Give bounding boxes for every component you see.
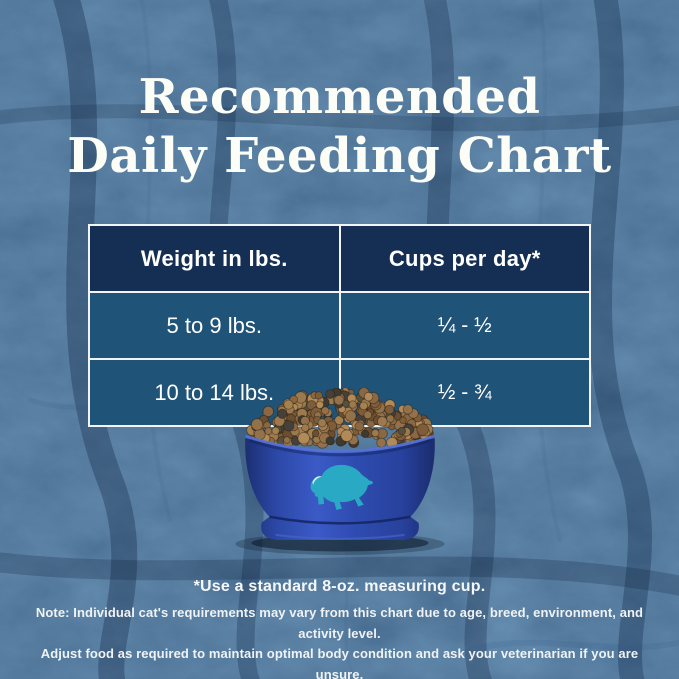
title-line-1: Recommended [138,69,541,125]
title-line-2: Daily Feeding Chart [67,128,612,184]
cups-cell: ¼ - ½ [338,291,591,360]
note-line-1: Note: Individual cat's requirements may … [35,605,644,641]
pet-food-bowl [235,388,445,555]
note-line-2: Adjust food as required to maintain opti… [40,646,639,679]
weight-cell: 5 to 9 lbs. [88,291,341,360]
kibble-pile [246,388,434,449]
buffalo-icon [310,464,373,511]
table-row: 5 to 9 lbs. ¼ - ½ [88,291,591,360]
feeding-table: Weight in lbs. Cups per day* 5 to 9 lbs.… [88,224,591,427]
footnote: *Use a standard 8-oz. measuring cup. [193,578,486,595]
page-title: Recommended Daily Feeding Chart [0,68,679,186]
note-text: Note: Individual cat's requirements may … [30,603,649,679]
weight-header-cell: Weight in lbs. [88,224,341,293]
table-header-row: Weight in lbs. Cups per day* [88,224,591,293]
cups-header-cell: Cups per day* [338,224,591,293]
